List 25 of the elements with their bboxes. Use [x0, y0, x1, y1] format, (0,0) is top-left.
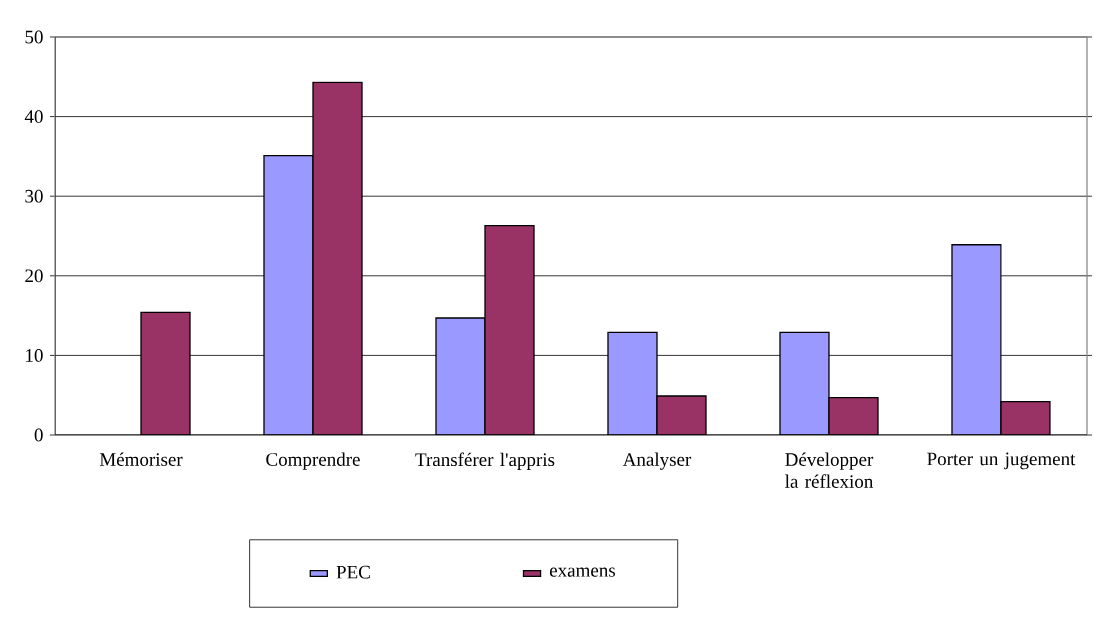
- bar: [140, 311, 191, 435]
- bar: [779, 331, 830, 435]
- x-tick-label: Transférer l'appris: [415, 452, 555, 470]
- x-tick-label: Analyser: [622, 452, 692, 470]
- y-tick-label: 0: [34, 428, 43, 442]
- y-tick-label: 20: [25, 269, 43, 283]
- y-tick-label: 10: [26, 349, 43, 362]
- bar: [484, 225, 535, 435]
- bar: [828, 396, 879, 435]
- bar: [951, 244, 1002, 435]
- x-tick-label: Développer la réflexion: [785, 452, 874, 488]
- x-tick-label: Comprendre: [266, 452, 360, 470]
- x-tick-label: Mémoriser: [99, 452, 183, 466]
- bar: [435, 317, 486, 435]
- bar: [656, 395, 707, 435]
- y-tick-label: 30: [25, 189, 43, 203]
- y-tick-label: 40: [24, 110, 43, 124]
- x-tick-label: Porter un jugement: [927, 452, 1076, 470]
- bar: [312, 81, 363, 435]
- y-tick-label: 50: [25, 30, 43, 44]
- bar: [263, 154, 314, 435]
- legend-label: PEC: [336, 565, 370, 579]
- bar: [607, 331, 658, 435]
- legend-label: examens: [549, 567, 616, 577]
- bar: [1000, 400, 1051, 435]
